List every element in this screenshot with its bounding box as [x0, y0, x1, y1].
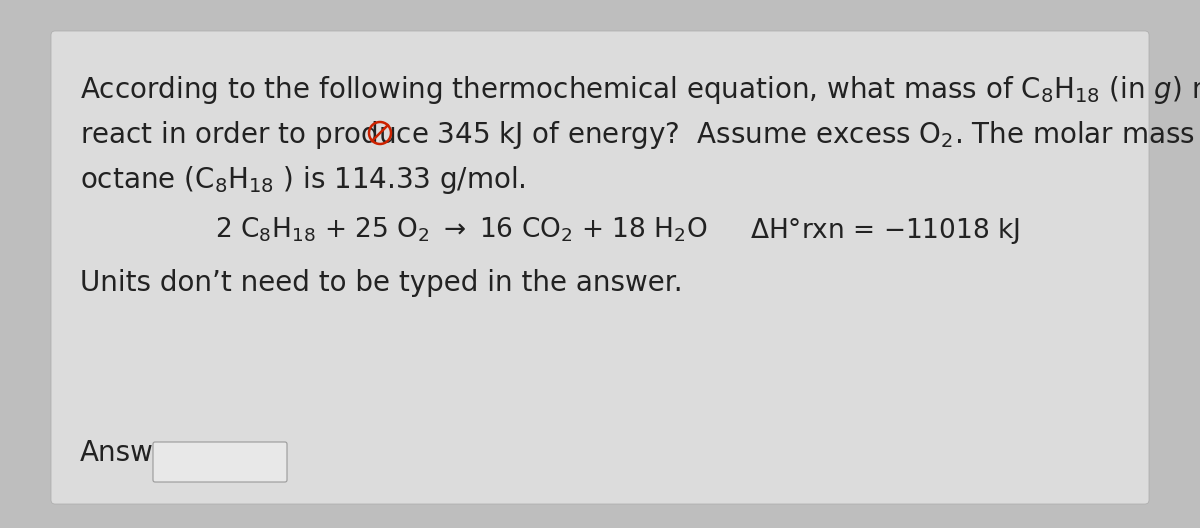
- Text: Answer:: Answer:: [80, 439, 191, 467]
- FancyBboxPatch shape: [50, 31, 1150, 504]
- Text: 2 $\mathregular{C_8H_{18}}$ + 25 $\mathregular{O_2}$ $\rightarrow$ 16 $\mathregu: 2 $\mathregular{C_8H_{18}}$ + 25 $\mathr…: [215, 216, 708, 244]
- Text: Units don’t need to be typed in the answer.: Units don’t need to be typed in the answ…: [80, 269, 683, 297]
- Text: octane ($\mathregular{C_8H_{18}}$ ) is 114.33 g/mol.: octane ($\mathregular{C_8H_{18}}$ ) is 1…: [80, 164, 526, 196]
- Text: $\Delta$H$\degree$rxn = $-$11018 kJ: $\Delta$H$\degree$rxn = $-$11018 kJ: [750, 216, 1020, 246]
- Text: react in order to produce 345 kJ of energy?  Assume excess $\mathregular{O_2}$. : react in order to produce 345 kJ of ener…: [80, 119, 1200, 151]
- Text: According to the following thermochemical equation, what mass of $\mathregular{C: According to the following thermochemica…: [80, 74, 1200, 106]
- FancyBboxPatch shape: [154, 442, 287, 482]
